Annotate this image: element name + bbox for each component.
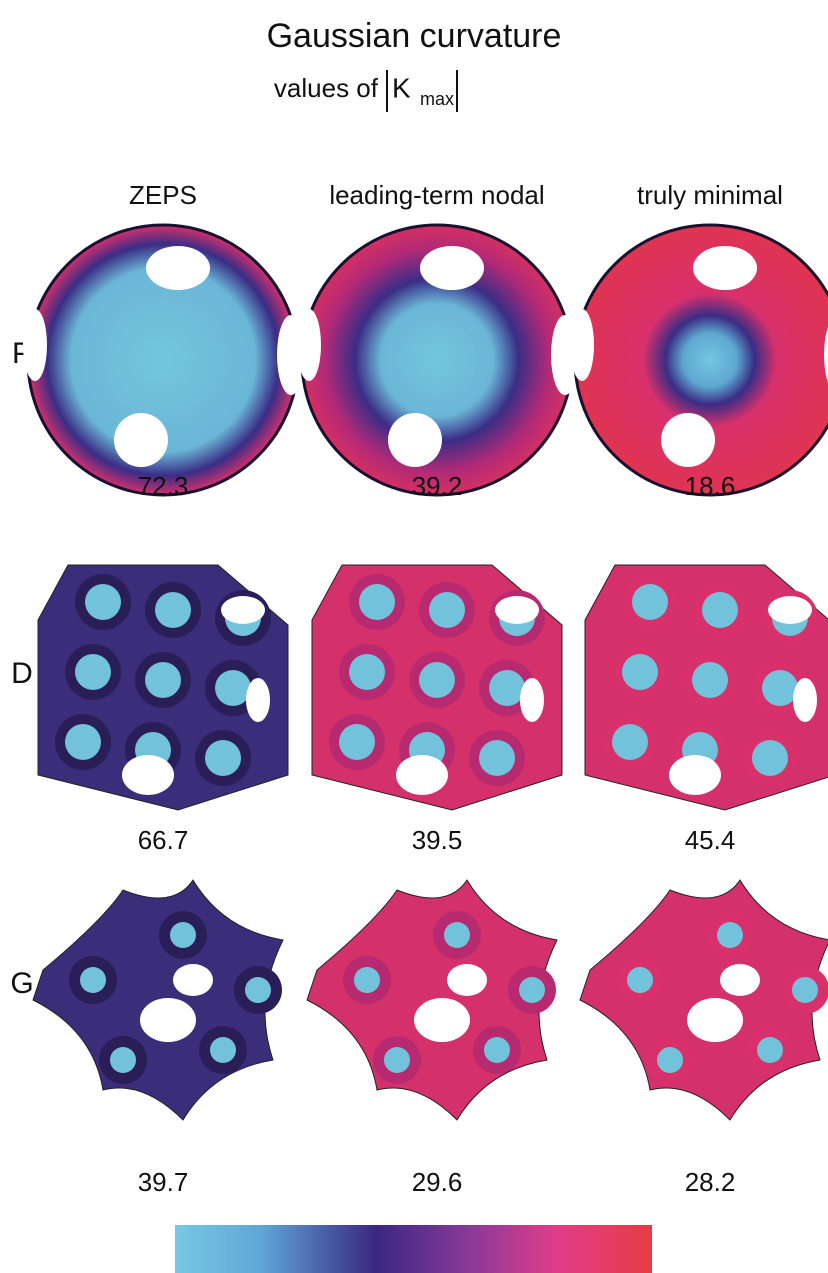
surface-cell	[205, 740, 241, 776]
surface-cell	[484, 1037, 510, 1063]
surface-cell	[354, 967, 380, 993]
surface-cell	[155, 592, 191, 628]
surface-hole	[661, 413, 715, 467]
surface-image	[307, 880, 557, 1120]
surface-cell	[75, 654, 111, 690]
surface-cell	[632, 584, 668, 620]
surface-image	[580, 880, 828, 1120]
surface-cell	[339, 724, 375, 760]
surface-cell	[65, 724, 101, 760]
curvature-value: 72.3	[138, 471, 189, 501]
surface-image	[585, 565, 828, 810]
surface-cell	[657, 1047, 683, 1073]
surface-cell	[692, 662, 728, 698]
surface-hole	[720, 964, 760, 996]
subtitle-subscript: max	[420, 89, 454, 109]
row-label: G	[10, 967, 33, 1000]
surface-cell	[349, 654, 385, 690]
curvature-value: 39.2	[412, 471, 463, 501]
surface-cell	[210, 1037, 236, 1063]
surface-cell	[752, 740, 788, 776]
surface-hole	[687, 998, 743, 1042]
subtitle-prefix: values of	[274, 73, 379, 103]
surface-hole	[114, 413, 168, 467]
curvature-value: 18.6	[685, 471, 736, 501]
surface-image	[312, 565, 562, 810]
surface-cell	[110, 1047, 136, 1073]
surface-hole	[122, 755, 174, 795]
surface-image	[23, 225, 305, 495]
surface-hole	[246, 678, 270, 722]
surface-cell	[627, 967, 653, 993]
curvature-value: 66.7	[138, 825, 189, 855]
curvature-value: 29.6	[412, 1167, 463, 1197]
surface-cell	[384, 1047, 410, 1073]
subtitle-symbol: K	[392, 72, 411, 103]
surface-cell	[215, 670, 251, 706]
surface-cell	[762, 670, 798, 706]
surface-cell	[145, 662, 181, 698]
surface-hole	[297, 309, 321, 381]
surface-cell	[489, 670, 525, 706]
surface-hole	[495, 596, 539, 624]
surface-cell	[702, 592, 738, 628]
surface-hole	[793, 678, 817, 722]
surface-cell	[612, 724, 648, 760]
title: Gaussian curvature	[267, 17, 562, 55]
colorbar	[175, 1225, 652, 1273]
surface-cell	[170, 922, 196, 948]
curvature-value: 28.2	[685, 1167, 736, 1197]
column-header: ZEPS	[129, 180, 197, 210]
surface-hole	[146, 246, 210, 290]
surface-cell	[359, 584, 395, 620]
column-header: leading-term nodal	[329, 180, 544, 210]
surface-hole	[388, 413, 442, 467]
surface-hole	[520, 678, 544, 722]
curvature-value: 39.5	[412, 825, 463, 855]
row-label: D	[11, 657, 33, 690]
figure: Gaussian curvature values of K max ZEPS l…	[0, 0, 828, 1273]
surface-cell	[622, 654, 658, 690]
surface-cell	[717, 922, 743, 948]
surface-hole	[669, 755, 721, 795]
surface-hole	[420, 246, 484, 290]
surface-cell	[245, 977, 271, 1003]
surface-cell	[444, 922, 470, 948]
surface-hole	[396, 755, 448, 795]
surface-cell	[479, 740, 515, 776]
surface-hole	[414, 998, 470, 1042]
surface-image	[33, 880, 283, 1120]
surface-cell	[792, 977, 818, 1003]
curvature-value: 39.7	[138, 1167, 189, 1197]
curvature-value: 45.4	[685, 825, 736, 855]
surface-cell	[85, 584, 121, 620]
surface-hole	[768, 596, 812, 624]
surface-hole	[140, 998, 196, 1042]
surface-hole	[221, 596, 265, 624]
surface-hole	[693, 246, 757, 290]
surface-image	[38, 565, 288, 810]
surface-image	[570, 225, 828, 495]
surface-cell	[80, 967, 106, 993]
surface-cell	[757, 1037, 783, 1063]
surface-hole	[173, 964, 213, 996]
column-header: truly minimal	[637, 180, 783, 210]
surface-cell	[419, 662, 455, 698]
surface-hole	[23, 309, 47, 381]
surface-hole	[570, 309, 594, 381]
surface-hole	[447, 964, 487, 996]
surface-cell	[519, 977, 545, 1003]
surface-cell	[429, 592, 465, 628]
surface-image	[297, 225, 579, 495]
